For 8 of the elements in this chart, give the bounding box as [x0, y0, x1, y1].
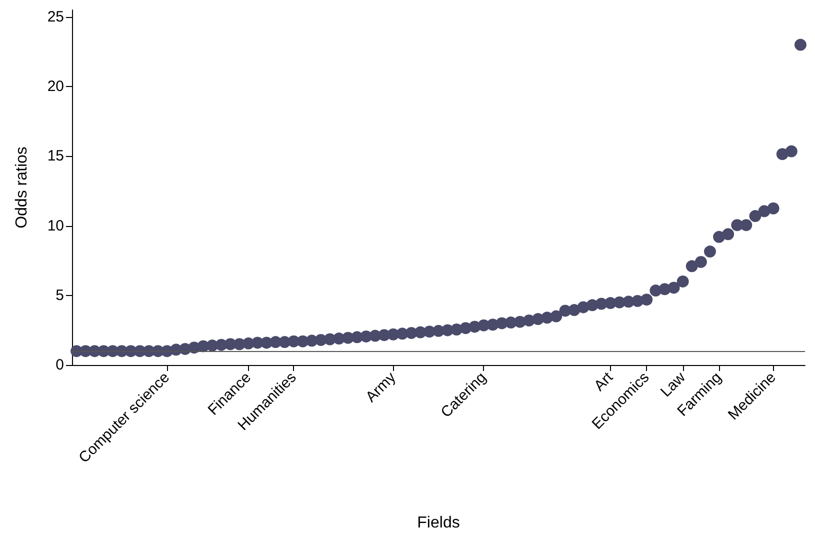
- y-tick-label: 20: [47, 78, 64, 96]
- y-tick-label: 10: [47, 217, 64, 234]
- y-tick-label: 0: [56, 356, 64, 374]
- y-tick-label: 25: [47, 8, 64, 26]
- x-axis-title: Fields: [417, 514, 460, 532]
- y-tick-label: 5: [56, 286, 64, 304]
- y-tick-label: 15: [47, 148, 64, 165]
- y-axis-title: Odds ratios: [14, 146, 30, 228]
